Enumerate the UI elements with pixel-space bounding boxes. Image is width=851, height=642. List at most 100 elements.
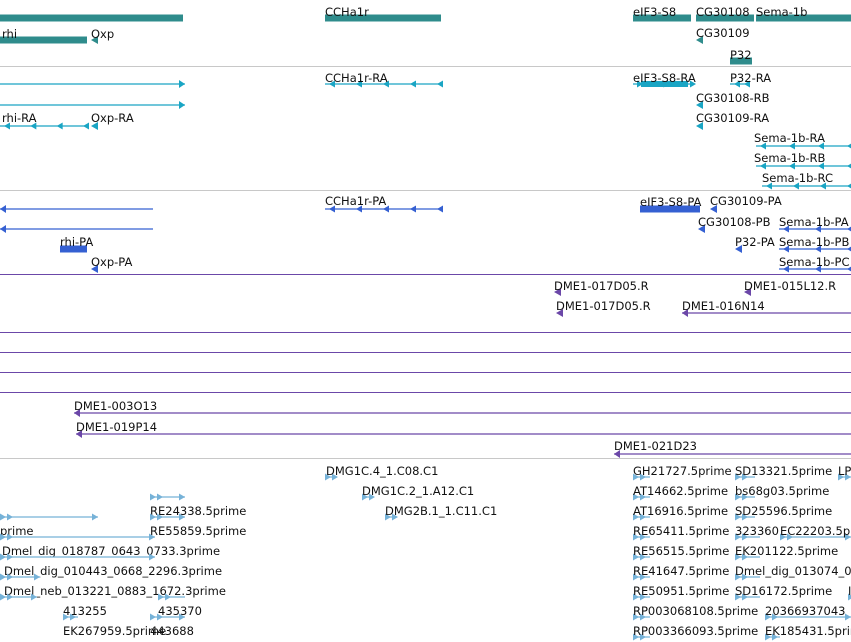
feature-proteins-unlabeled[interactable]: [0, 205, 153, 213]
feature-genes-p32[interactable]: P32: [730, 48, 752, 65]
strand-arrow-icon: [0, 225, 6, 233]
feature-transcripts-sema-1b-rb[interactable]: Sema-1b-RB: [754, 151, 851, 170]
feature-proteins-p32-pa[interactable]: P32-PA: [735, 235, 775, 253]
feature-label: EK267959.5prime: [63, 624, 166, 638]
strand-arrow-icon: [742, 553, 748, 561]
feature-label: GH21727.5prime: [633, 464, 732, 478]
feature-transcripts-unlabeled[interactable]: [0, 101, 185, 109]
feature-genes-unlabeled[interactable]: [0, 14, 183, 22]
feature-transcripts-p32-ra[interactable]: P32-RA: [730, 71, 771, 88]
feature-ests-413255[interactable]: 413255: [0, 593, 107, 619]
strand-arrow-icon: [63, 613, 69, 621]
feature-ests-at14662-5prime[interactable]: AT14662.5prime: [633, 484, 728, 501]
feature-proteins-sema-1b-pa[interactable]: Sema-1b-PA: [779, 215, 851, 233]
feature-ests-435370[interactable]: 435370: [158, 593, 202, 619]
feature-genes-ccha1r[interactable]: CCHa1r: [325, 5, 441, 22]
strand-arrow-icon: [325, 473, 331, 481]
strand-arrow-icon: [356, 205, 362, 213]
feature-genes-eif3-s8[interactable]: eIF3-S8: [633, 5, 691, 22]
feature-proteins-cg30109-pa[interactable]: CG30109-PA: [710, 194, 782, 213]
feature-ests-sd13321-5prime[interactable]: SD13321.5prime: [735, 464, 832, 481]
feature-transcripts-sema-1b-rc[interactable]: Sema-1b-RC: [762, 171, 851, 190]
strand-arrow-icon: [7, 553, 13, 561]
feature-ests-re50951-5prime[interactable]: RE50951.5prime: [633, 584, 729, 601]
feature-ests-443688[interactable]: 443688: [150, 613, 194, 639]
feature-label: 413255: [63, 604, 107, 618]
feature-proteins-oxp-pa[interactable]: Oxp-PA: [91, 255, 133, 273]
feature-label: SD16172.5prime: [735, 584, 832, 598]
feature-clones-dme1-017d05-r[interactable]: DME1-017D05.R: [554, 279, 649, 296]
feature-genes-cg30108[interactable]: CG30108: [696, 5, 754, 22]
feature-proteins-rhi-pa[interactable]: rhi-PA: [60, 235, 93, 253]
strand-arrow-icon: [150, 613, 156, 621]
feature-ests-sd16172-5prime[interactable]: SD16172.5prime: [735, 584, 832, 601]
feature-label: RE65411.5prime: [633, 524, 729, 538]
strand-arrow-icon: [793, 182, 799, 190]
feature-proteins-unlabeled[interactable]: [0, 225, 153, 233]
feature-transcripts-sema-1b-ra[interactable]: Sema-1b-RA: [754, 131, 851, 150]
strand-arrow-icon: [742, 473, 748, 481]
feature-label: 435370: [158, 604, 202, 618]
strand-arrow-icon: [179, 513, 185, 521]
feature-transcripts-ccha1r-ra[interactable]: CCHa1r-RA: [325, 71, 443, 88]
strand-arrow-icon: [766, 182, 772, 190]
feature-clones-dme1-003o13[interactable]: DME1-003O13: [74, 399, 851, 417]
feature-ests-prime[interactable]: prime: [0, 513, 98, 539]
feature-genes-oxp[interactable]: Oxp: [91, 27, 114, 44]
strand-arrow-icon: [783, 265, 789, 273]
feature-label: eIF3-S8-RA: [633, 71, 696, 85]
feature-proteins-ccha1r-pa[interactable]: CCHa1r-PA: [325, 194, 443, 213]
strand-arrow-icon: [633, 533, 639, 541]
feature-ests-dmel-neb-013221-0883-1672-3prime[interactable]: Dmel_neb_013221_0883_1672.3prime: [0, 573, 226, 599]
feature-ests-ek267959-5prime[interactable]: EK267959.5prime: [63, 613, 166, 639]
feature-transcripts-cg30108-rb[interactable]: CG30108-RB: [696, 91, 770, 109]
strand-arrow-icon: [392, 513, 398, 521]
feature-ests-lp[interactable]: LP: [838, 464, 851, 481]
feature-transcripts-unlabeled[interactable]: [0, 80, 185, 88]
feature-ests-ec22203-5p[interactable]: EC22203.5p: [780, 524, 851, 541]
feature-ests-re65411-5prime[interactable]: RE65411.5prime: [633, 524, 729, 541]
feature-ests-dmg1c-4-1-c08-c1[interactable]: DMG1C.4_1.C08.C1: [325, 464, 438, 481]
feature-proteins-cg30108-pb[interactable]: CG30108-PB: [698, 215, 771, 233]
feature-proteins-eif3-s8-pa[interactable]: eIF3-S8-PA: [640, 195, 702, 213]
feature-ests-ek201122-5prime[interactable]: EK201122.5prime: [735, 544, 838, 561]
feature-ests-dmel-dig-010443-0668-2296-3prime[interactable]: Dmel_dig_010443_0668_2296.3prime: [0, 553, 222, 579]
strand-arrow-icon: [640, 613, 646, 621]
feature-clones-dme1-016n14[interactable]: DME1-016N14: [682, 299, 851, 317]
feature-genes-rhi[interactable]: rhi: [0, 27, 87, 44]
feature-transcripts-eif3-s8-ra[interactable]: eIF3-S8-RA: [633, 71, 696, 88]
feature-ests-dmg1c-2-1-a12-c1[interactable]: DMG1C.2_1.A12.C1: [362, 484, 474, 501]
feature-ests-bs68g03-5prime[interactable]: bs68g03.5prime: [735, 484, 829, 501]
feature-ests-sd25596-5prime[interactable]: SD25596.5prime: [735, 504, 832, 521]
feature-ests-re56515-5prime[interactable]: RE56515.5prime: [633, 544, 729, 561]
feature-ests-dmg2b-1-1-c11-c1[interactable]: DMG2B.1_1.C11.C1: [385, 504, 497, 521]
feature-ests-20366937043[interactable]: 20366937043: [765, 604, 851, 621]
feature-ests-at16916-5prime[interactable]: AT16916.5prime: [633, 504, 728, 521]
feature-clones-dme1-015l12-r[interactable]: DME1-015L12.R: [744, 279, 836, 296]
feature-ests-rp003366093-5prime[interactable]: RP003366093.5prime: [633, 624, 758, 641]
feature-genes-sema-1b[interactable]: Sema-1b: [756, 5, 851, 22]
feature-clones-dme1-017d05-r[interactable]: DME1-017D05.R: [556, 299, 651, 317]
feature-ests-re24338-5prime[interactable]: RE24338.5prime: [150, 493, 246, 519]
feature-genes-cg30109[interactable]: CG30109: [696, 26, 750, 44]
strand-arrow-icon: [735, 493, 741, 501]
feature-ests-re55859-5prime[interactable]: RE55859.5prime: [150, 513, 246, 539]
feature-transcripts-oxp-ra[interactable]: Oxp-RA: [91, 111, 134, 130]
feature-ests-dmel-dig-013074-0[interactable]: Dmel_dig_013074_0: [735, 564, 851, 581]
feature-ests-323360[interactable]: 323360: [735, 524, 779, 541]
feature-ests-rp003068108-5prime[interactable]: RP003068108.5prime: [633, 604, 758, 621]
feature-ests-re41647-5prime[interactable]: RE41647.5prime: [633, 564, 729, 581]
feature-ests-gh21727-5prime[interactable]: GH21727.5prime: [633, 464, 732, 481]
feature-arrow-icon: [735, 245, 742, 253]
feature-transcripts-rhi-ra[interactable]: rhi-RA: [0, 111, 89, 130]
strand-arrow-icon: [772, 633, 778, 641]
feature-clones-dme1-021d23[interactable]: DME1-021D23: [614, 439, 851, 458]
feature-clones-dme1-019p14[interactable]: DME1-019P14: [76, 420, 851, 438]
feature-proteins-sema-1b-pb[interactable]: Sema-1b-PB: [779, 235, 851, 253]
strand-arrow-icon: [845, 613, 851, 621]
feature-transcripts-cg30109-ra[interactable]: CG30109-RA: [696, 111, 769, 130]
feature-ests-ek185431-5prime[interactable]: EK185431.5prime: [765, 624, 851, 641]
feature-ests-dmel-dig-018787-0643-0733-3prime[interactable]: Dmel_dig_018787_0643_0733.3prime: [0, 533, 220, 559]
feature-proteins-sema-1b-pc[interactable]: Sema-1b-PC: [779, 255, 851, 273]
